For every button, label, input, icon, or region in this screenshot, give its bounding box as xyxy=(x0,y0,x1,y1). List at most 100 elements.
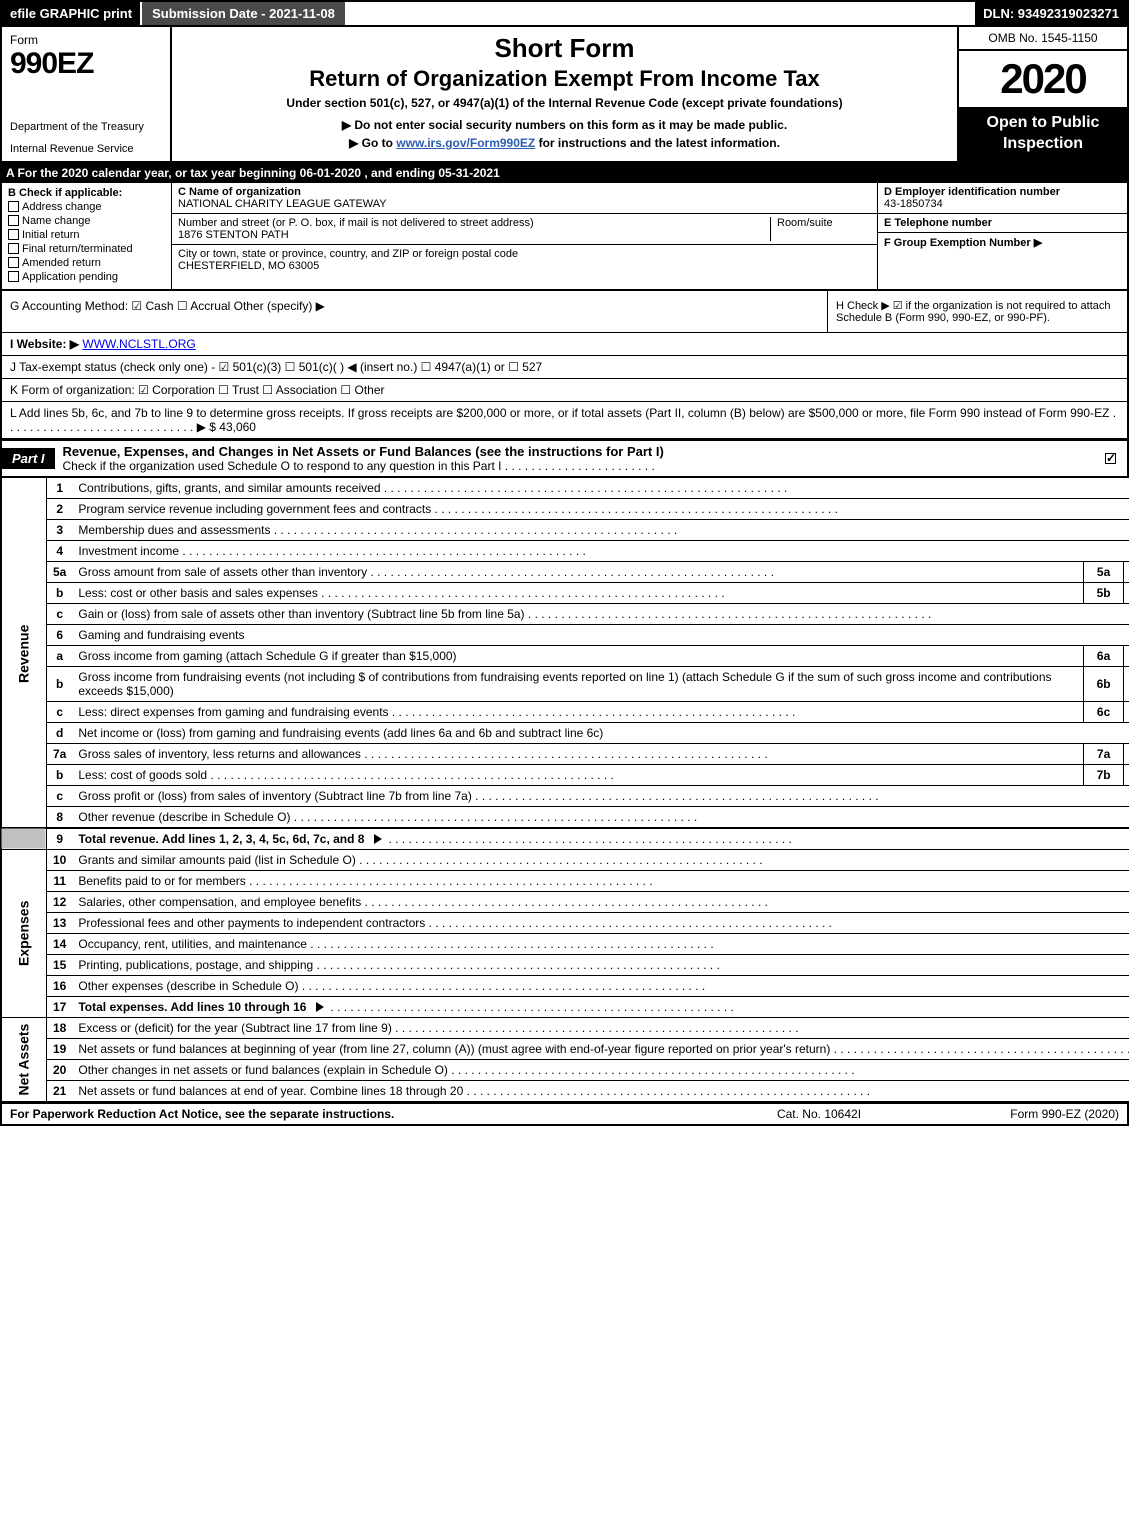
line-17-num: 17 xyxy=(47,996,73,1017)
title-short-form: Short Form xyxy=(182,33,947,64)
row-h-schedule-b: H Check ▶ ☑ if the organization is not r… xyxy=(827,291,1127,332)
header-left: Form 990EZ Department of the Treasury In… xyxy=(2,27,172,161)
chk-final-return[interactable]: Final return/terminated xyxy=(8,243,165,255)
i-label: I Website: ▶ xyxy=(10,337,79,351)
line-6b-val xyxy=(1124,666,1129,701)
part1-subtitle: Check if the organization used Schedule … xyxy=(63,459,1089,473)
dept-treasury: Department of the Treasury xyxy=(10,121,162,133)
line-5c-desc: Gain or (loss) from sale of assets other… xyxy=(72,603,1129,624)
note-goto-post: for instructions and the latest informat… xyxy=(535,136,780,150)
c-label: C Name of organization xyxy=(178,186,871,198)
footer-formref: Form 990-EZ (2020) xyxy=(919,1107,1119,1121)
line-5a-sub: 5a xyxy=(1084,561,1124,582)
line-3-num: 3 xyxy=(47,519,73,540)
line-3-desc: Membership dues and assessments xyxy=(72,519,1129,540)
chk-name-change[interactable]: Name change xyxy=(8,215,165,227)
line-5b-num: b xyxy=(47,582,73,603)
under-section: Under section 501(c), 527, or 4947(a)(1)… xyxy=(182,96,947,110)
line-16-num: 16 xyxy=(47,975,73,996)
line-6b-desc: Gross income from fundraising events (no… xyxy=(72,666,1083,701)
vlabel-rev-end xyxy=(1,828,47,850)
line-1-num: 1 xyxy=(47,478,73,499)
f-label: F Group Exemption Number ▶ xyxy=(884,236,1121,249)
line-6c-num: c xyxy=(47,701,73,722)
open-public-inspection: Open to Public Inspection xyxy=(959,107,1127,161)
addr-value: 1876 STENTON PATH xyxy=(178,229,764,241)
line-13-num: 13 xyxy=(47,912,73,933)
cell-group-exemption: F Group Exemption Number ▶ xyxy=(878,233,1127,289)
line-11-num: 11 xyxy=(47,870,73,891)
row-j-tax-status: J Tax-exempt status (check only one) - ☑… xyxy=(0,356,1129,379)
line-19-desc: Net assets or fund balances at beginning… xyxy=(72,1038,1129,1059)
line-15-desc: Printing, publications, postage, and shi… xyxy=(72,954,1129,975)
line-5b-val xyxy=(1124,582,1129,603)
line-8-desc: Other revenue (describe in Schedule O) xyxy=(72,806,1129,828)
line-6-desc: Gaming and fundraising events xyxy=(72,624,1129,645)
line-7b-val xyxy=(1124,764,1129,785)
line-7c-num: c xyxy=(47,785,73,806)
chk-amended-return[interactable]: Amended return xyxy=(8,257,165,269)
arrow-icon xyxy=(374,834,382,844)
line-9-desc: Total revenue. Add lines 1, 2, 3, 4, 5c,… xyxy=(72,828,1129,850)
col-c: C Name of organization NATIONAL CHARITY … xyxy=(172,183,877,289)
line-6a-num: a xyxy=(47,645,73,666)
line-10-num: 10 xyxy=(47,849,73,870)
chk-initial-return[interactable]: Initial return xyxy=(8,229,165,241)
part1-title: Revenue, Expenses, and Changes in Net As… xyxy=(55,441,1097,476)
line-6a-val xyxy=(1124,645,1129,666)
row-g-accounting: G Accounting Method: ☑ Cash ☐ Accrual Ot… xyxy=(2,291,827,332)
line-9-num: 9 xyxy=(47,828,73,850)
room-suite-label: Room/suite xyxy=(771,217,871,241)
col-b-check-applicable: B Check if applicable: Address change Na… xyxy=(2,183,172,289)
d-label: D Employer identification number xyxy=(884,186,1121,198)
e-label: E Telephone number xyxy=(884,217,1121,229)
addr-label: Number and street (or P. O. box, if mail… xyxy=(178,217,764,229)
arrow-icon xyxy=(316,1002,324,1012)
form-label: Form xyxy=(10,33,162,47)
row-k-org-form: K Form of organization: ☑ Corporation ☐ … xyxy=(0,379,1129,402)
line-21-num: 21 xyxy=(47,1080,73,1102)
line-6-num: 6 xyxy=(47,624,73,645)
row-gh: G Accounting Method: ☑ Cash ☐ Accrual Ot… xyxy=(0,291,1129,333)
line-7a-val xyxy=(1124,743,1129,764)
line-5c-num: c xyxy=(47,603,73,624)
line-4-desc: Investment income xyxy=(72,540,1129,561)
topbar: efile GRAPHIC print Submission Date - 20… xyxy=(0,0,1129,27)
line-18-desc: Excess or (deficit) for the year (Subtra… xyxy=(72,1017,1129,1038)
line-7c-desc: Gross profit or (loss) from sales of inv… xyxy=(72,785,1129,806)
line-2-desc: Program service revenue including govern… xyxy=(72,498,1129,519)
website-link[interactable]: WWW.NCLSTL.ORG xyxy=(82,337,195,351)
cell-address: Number and street (or P. O. box, if mail… xyxy=(172,214,877,245)
note-goto-pre: ▶ Go to xyxy=(349,136,396,150)
part1-tab: Part I xyxy=(2,448,55,469)
line-7b-num: b xyxy=(47,764,73,785)
chk-address-change[interactable]: Address change xyxy=(8,201,165,213)
line-10-desc: Grants and similar amounts paid (list in… xyxy=(72,849,1129,870)
line-7a-sub: 7a xyxy=(1084,743,1124,764)
header-mid: Short Form Return of Organization Exempt… xyxy=(172,27,957,161)
omb-number: OMB No. 1545-1150 xyxy=(959,27,1127,51)
line-6c-desc: Less: direct expenses from gaming and fu… xyxy=(72,701,1083,722)
line-5a-num: 5a xyxy=(47,561,73,582)
chk-application-pending[interactable]: Application pending xyxy=(8,271,165,283)
ein-value: 43-1850734 xyxy=(884,198,1121,210)
line-6a-sub: 6a xyxy=(1084,645,1124,666)
part1-header: Part I Revenue, Expenses, and Changes in… xyxy=(0,440,1129,478)
line-17-desc: Total expenses. Add lines 10 through 16 xyxy=(72,996,1129,1017)
row-i-website: I Website: ▶ WWW.NCLSTL.ORG xyxy=(0,333,1129,356)
note-goto: ▶ Go to www.irs.gov/Form990EZ for instru… xyxy=(182,136,947,150)
line-14-desc: Occupancy, rent, utilities, and maintena… xyxy=(72,933,1129,954)
vlabel-netassets: Net Assets xyxy=(1,1017,47,1102)
line-13-desc: Professional fees and other payments to … xyxy=(72,912,1129,933)
line-4-num: 4 xyxy=(47,540,73,561)
cell-city: City or town, state or province, country… xyxy=(172,245,877,289)
line-5b-sub: 5b xyxy=(1084,582,1124,603)
line-20-desc: Other changes in net assets or fund bala… xyxy=(72,1059,1129,1080)
efile-print-label[interactable]: efile GRAPHIC print xyxy=(2,2,140,25)
irs-link[interactable]: www.irs.gov/Form990EZ xyxy=(396,136,535,150)
part1-check[interactable] xyxy=(1097,451,1127,465)
line-6a-desc: Gross income from gaming (attach Schedul… xyxy=(72,645,1083,666)
line-7a-num: 7a xyxy=(47,743,73,764)
vlabel-expenses: Expenses xyxy=(1,849,47,1017)
submission-date: Submission Date - 2021-11-08 xyxy=(140,2,345,25)
